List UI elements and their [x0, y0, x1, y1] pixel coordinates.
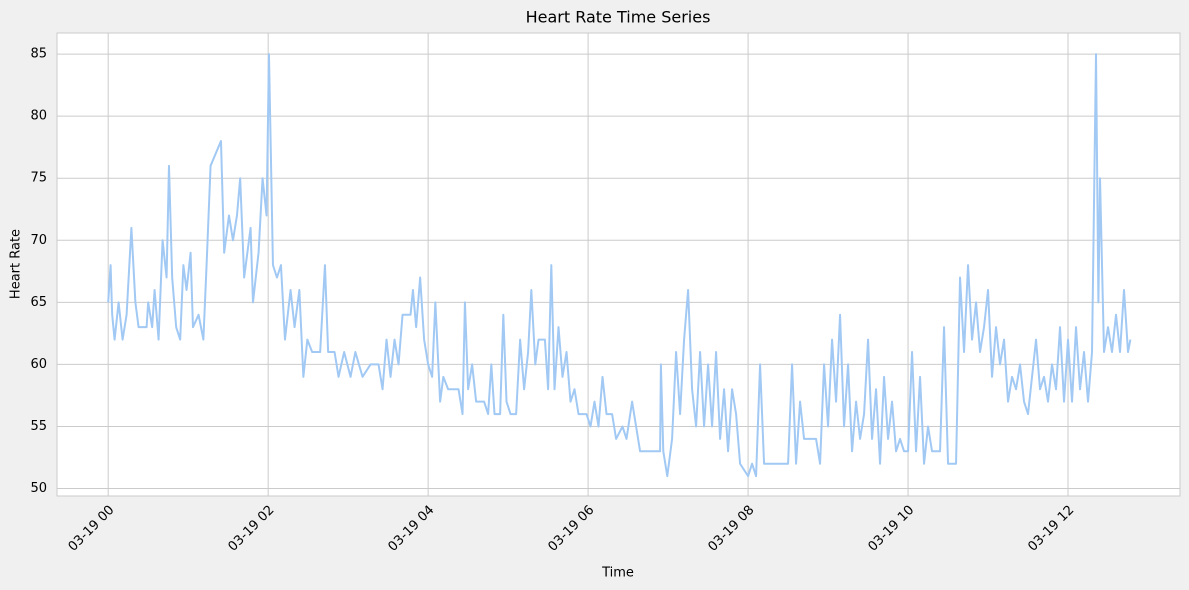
y-tick-label: 80 [30, 109, 47, 124]
y-tick-label: 75 [30, 171, 47, 186]
y-tick-label: 85 [30, 47, 47, 62]
heart-rate-line [107, 53, 1132, 478]
y-tick-label: 60 [30, 357, 47, 372]
x-axis-label: Time [601, 566, 634, 581]
y-axis-label: Heart Rate [9, 229, 24, 299]
y-tick-label: 55 [30, 419, 47, 434]
y-tick-label: 70 [30, 233, 47, 248]
y-tick-label: 65 [30, 295, 47, 310]
y-tick-label: 50 [30, 481, 47, 496]
chart-title: Heart Rate Time Series [526, 8, 711, 27]
